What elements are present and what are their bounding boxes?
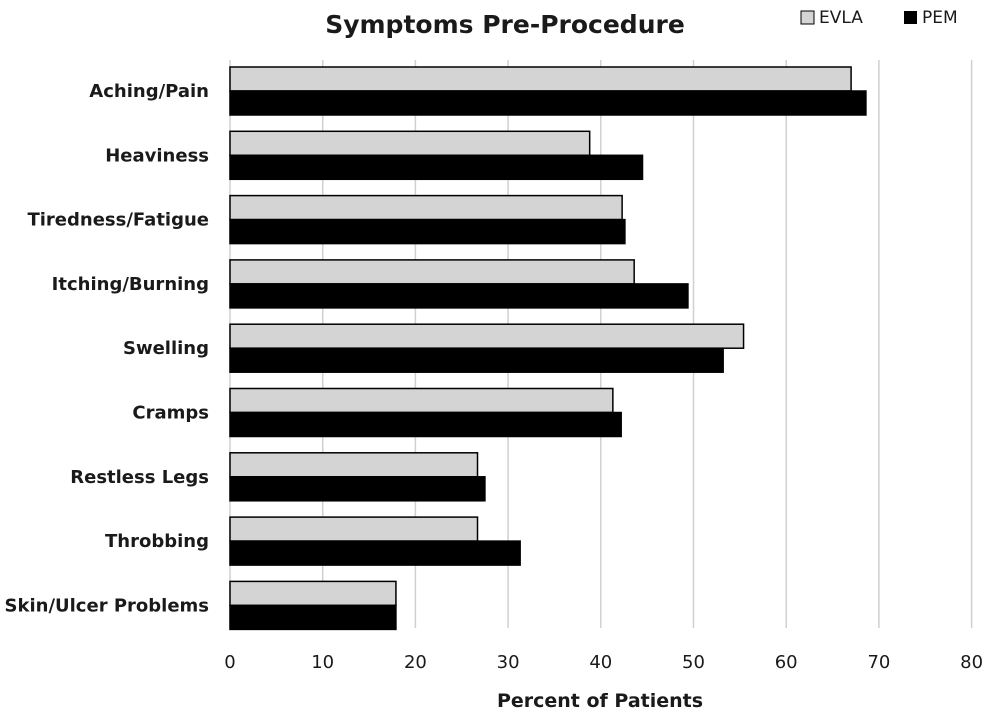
- legend-swatch-pem: [904, 11, 917, 24]
- category-label: Itching/Burning: [52, 274, 209, 295]
- bar-pem-skin-ulcer-problems: [229, 604, 397, 631]
- x-tick-labels: 0 10 20 30 40 50 60 70 80: [224, 652, 983, 673]
- category-label: Swelling: [123, 338, 209, 359]
- legend: EVLA PEM: [800, 8, 958, 28]
- bar-evla-heaviness: [229, 130, 591, 157]
- category-label: Aching/Pain: [89, 81, 209, 102]
- x-tick-label: 70: [867, 652, 890, 673]
- category-label: Skin/Ulcer Problems: [5, 595, 209, 616]
- x-tick-label: 10: [311, 652, 334, 673]
- bar-evla-aching-pain: [229, 66, 852, 92]
- bar-pem-cramps: [229, 411, 622, 438]
- bar-evla-swelling: [229, 323, 745, 349]
- bar-pem-aching-pain: [229, 90, 867, 116]
- legend-label-evla: EVLA: [819, 8, 863, 28]
- bar-evla-throbbing: [229, 516, 479, 542]
- bar-pem-throbbing: [229, 540, 521, 566]
- bars: [229, 66, 867, 631]
- chart-title: Symptoms Pre-Procedure: [325, 10, 685, 39]
- x-tick-label: 80: [960, 652, 983, 673]
- category-label: Tiredness/Fatigue: [27, 210, 209, 231]
- bar-pem-swelling: [229, 347, 724, 373]
- bar-pem-itching-burning: [229, 283, 689, 309]
- bar-evla-cramps: [229, 387, 614, 414]
- bar-evla-skin-ulcer-problems: [229, 580, 397, 607]
- bar-pem-heaviness: [229, 154, 644, 181]
- x-tick-label: 50: [682, 652, 705, 673]
- x-tick-label: 60: [775, 652, 798, 673]
- x-tick-label: 0: [224, 652, 235, 673]
- legend-swatch-evla: [800, 10, 815, 25]
- category-label: Restless Legs: [70, 467, 209, 488]
- x-tick-label: 20: [404, 652, 427, 673]
- bar-evla-itching-burning: [229, 259, 635, 285]
- bar-pem-tiredness-fatigue: [229, 218, 626, 245]
- x-tick-label: 30: [497, 652, 520, 673]
- bar-evla-restless-legs: [229, 452, 479, 478]
- x-tick-label: 40: [589, 652, 612, 673]
- category-labels: Aching/Pain Heaviness Tiredness/Fatigue Itc…: [5, 81, 209, 616]
- legend-label-pem: PEM: [922, 8, 958, 28]
- category-label: Throbbing: [105, 531, 209, 552]
- bar-pem-restless-legs: [229, 476, 486, 502]
- bar-evla-tiredness-fatigue: [229, 194, 623, 221]
- x-axis-title: Percent of Patients: [497, 690, 703, 712]
- category-label: Heaviness: [105, 145, 209, 166]
- category-label: Cramps: [132, 403, 209, 424]
